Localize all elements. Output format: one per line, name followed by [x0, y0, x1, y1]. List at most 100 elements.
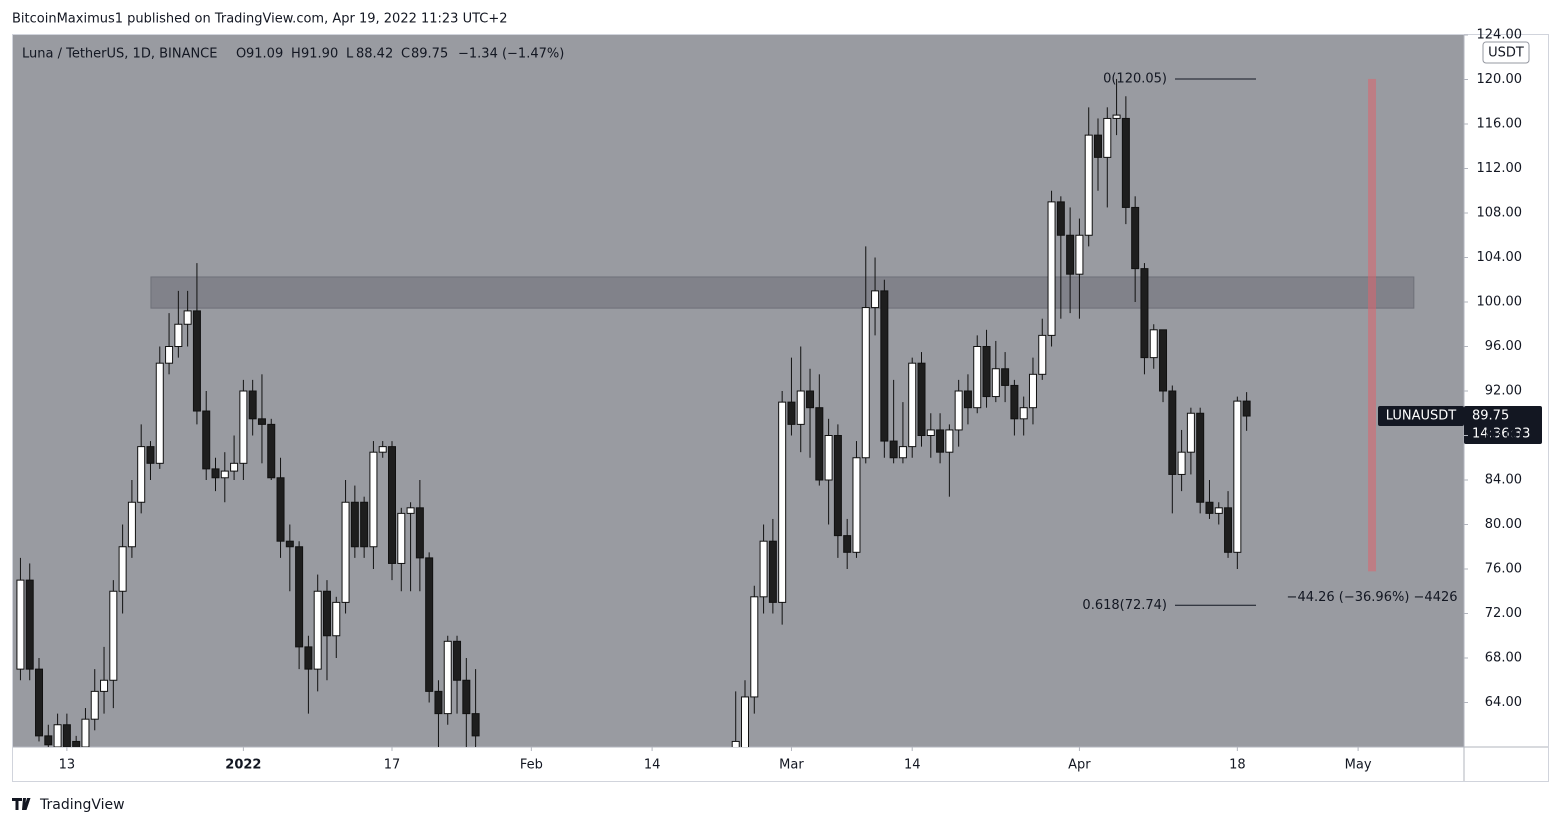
candle-body: [1168, 390, 1177, 475]
currency-box[interactable]: [1482, 41, 1530, 64]
candle-body: [871, 290, 880, 309]
x-tick-label: May: [1345, 758, 1372, 773]
candle-body: [388, 446, 397, 564]
candle-body: [1177, 451, 1186, 475]
y-tick-label: 68.00: [1485, 651, 1522, 666]
candle-body: [963, 390, 972, 409]
candle-body: [973, 346, 982, 409]
candle-body: [35, 668, 44, 737]
candle-body: [378, 446, 387, 453]
candle-body: [1242, 400, 1251, 417]
candle-body: [53, 724, 62, 747]
ohlc-key: C: [401, 47, 410, 62]
candle-body: [369, 451, 378, 548]
candle-body: [1084, 134, 1093, 236]
candle-body: [778, 401, 787, 603]
price-tag-value: 89.75: [1472, 409, 1509, 424]
brand-name: TradingView: [39, 797, 125, 813]
candle-body: [360, 501, 369, 548]
candle-body: [313, 590, 322, 670]
price-countdown: 14:36:33: [1472, 427, 1530, 442]
candle-body: [926, 429, 935, 436]
candle-body: [1103, 117, 1112, 158]
candle-body: [1066, 234, 1075, 275]
candle-body: [1159, 329, 1168, 392]
y-tick-label: 92.00: [1485, 384, 1522, 399]
resistance-zone: [150, 276, 1415, 309]
candle-body: [230, 462, 239, 472]
y-tick-label: 84.00: [1485, 473, 1522, 488]
symbol-title: Luna / TetherUS, 1D, BINANCE: [22, 47, 217, 62]
candle-body: [165, 346, 174, 364]
candle-body: [880, 290, 889, 442]
y-tick-label: 72.00: [1485, 606, 1522, 621]
candle-body: [25, 579, 34, 670]
candle-body: [954, 390, 963, 431]
x-tick-label: Apr: [1068, 758, 1091, 773]
candle-body: [768, 540, 777, 603]
y-tick-label: 96.00: [1485, 339, 1522, 354]
candle-body: [815, 407, 824, 481]
candle-body: [1205, 501, 1214, 514]
ohlc-key: O: [236, 47, 246, 62]
symbol-tag-label: LUNAUSDT: [1386, 409, 1457, 424]
ohlc-value: 89.75: [411, 47, 448, 62]
x-tick-label: Mar: [779, 758, 804, 773]
candle-body: [1121, 117, 1130, 208]
candle-body: [453, 640, 462, 681]
plot-area: [13, 35, 1464, 747]
y-tick-label: 108.00: [1477, 206, 1523, 221]
candle-body: [443, 640, 452, 715]
candle-body: [155, 362, 164, 464]
candle-body: [787, 401, 796, 425]
candle-body: [1010, 384, 1019, 420]
candle-body: [285, 540, 294, 548]
fib-label: 0.618(72.74): [1082, 598, 1167, 613]
candle-body: [1001, 368, 1010, 386]
candle-body: [991, 368, 1000, 398]
fib-label: 0(120.05): [1103, 71, 1167, 86]
candle-body: [220, 470, 229, 479]
candle-body: [1075, 234, 1084, 275]
candle-body: [833, 435, 842, 537]
logo-icon: [12, 798, 31, 810]
candle-body: [81, 718, 90, 747]
candle-body: [267, 423, 276, 479]
candle-body: [137, 446, 146, 503]
publisher-note: BitcoinMaximus1 published on TradingView…: [12, 12, 508, 27]
candle-body: [16, 579, 25, 670]
y-tick-label: 120.00: [1477, 72, 1523, 87]
y-tick-label: 112.00: [1477, 161, 1523, 176]
symbol-tag: [1378, 406, 1464, 427]
measure-label: −44.26 (−36.96%) −4426: [1287, 590, 1458, 605]
candle-body: [1019, 407, 1028, 420]
candle-body: [1047, 201, 1056, 336]
y-tick-label: 104.00: [1477, 250, 1523, 265]
y-tick-label: 124.00: [1477, 28, 1523, 43]
candle-body: [852, 457, 861, 553]
y-tick-label: 80.00: [1485, 517, 1522, 532]
candle-body: [1140, 268, 1149, 359]
candle-body: [62, 724, 71, 747]
candle-body: [397, 512, 406, 564]
x-tick-label: 14: [904, 758, 921, 773]
candle-body: [908, 362, 917, 448]
candle-body: [898, 446, 907, 459]
candle-body: [1028, 373, 1037, 409]
candle-body: [109, 590, 118, 681]
candle-body: [731, 740, 740, 747]
candle-body: [1112, 114, 1121, 119]
candle-body: [462, 679, 471, 715]
candle-body: [304, 646, 313, 670]
candle-body: [174, 323, 183, 347]
candle-body: [1038, 334, 1047, 375]
x-tick-label: 13: [59, 758, 76, 773]
candle-body: [44, 735, 53, 746]
measure-bar: [1368, 78, 1377, 572]
y-tick-label: 64.00: [1485, 695, 1522, 710]
price-tag: [1464, 406, 1542, 445]
candle-body: [100, 679, 109, 692]
candle-body: [127, 501, 136, 548]
